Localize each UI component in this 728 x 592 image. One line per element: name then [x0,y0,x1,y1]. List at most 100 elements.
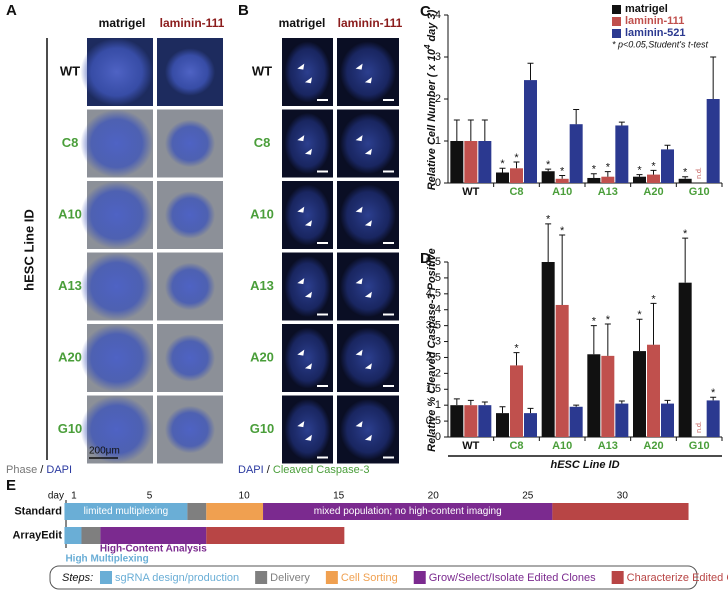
significance: * [592,316,597,328]
bar [464,141,478,183]
micrograph [157,252,223,321]
error-bar [682,176,689,179]
legend-swatch [100,571,112,584]
micrograph [80,181,153,249]
x-tick-label: C8 [509,440,523,452]
timeline-segment [206,527,345,544]
micrograph [282,324,333,392]
scale-bar-label: 200μm [89,446,120,457]
micrograph [337,38,399,106]
x-tick-label: A10 [552,186,572,198]
arrowhead [364,363,372,370]
arrowhead [364,148,372,155]
error-bar [590,173,597,178]
legend-swatch [612,5,621,14]
image-blob [340,327,396,389]
arrowhead [364,220,372,227]
footer-part: / [40,464,44,476]
bar [661,403,674,437]
y-axis-label-text: Relative Cell Number ( x 10 [426,48,438,190]
legend-label: Grow/Select/Isolate Edited Clones [429,572,596,584]
error-bar [527,62,534,81]
bar [510,168,523,183]
bar [555,304,569,437]
x-tick-label: A20 [643,440,663,452]
y-tick-label: 4 [435,304,441,316]
arrowhead [304,148,312,155]
legend-label: laminin-521 [625,27,686,39]
x-tick-label: 5 [147,491,153,502]
row-label: C8 [254,135,271,150]
significance: * [546,159,551,171]
legend-swatch [612,17,621,26]
arrowhead [304,77,312,84]
timeline-segment [100,527,207,544]
row-label: G10 [250,421,275,436]
bar [647,344,660,437]
image-blob [284,184,331,246]
legend-title: Steps: [62,572,93,584]
panel-label: D [420,250,431,267]
bar [555,178,569,183]
segment-label: mixed population; no high-content imagin… [314,506,502,517]
significance: * [637,309,642,321]
y-axis-label: Relative % Cleaved Caspase-3 Positive [426,248,438,452]
error-bar [636,318,643,352]
micrograph [282,181,333,249]
legend-box [49,565,698,590]
y-tick-label: 2 [435,93,441,105]
image-blob [284,398,331,461]
not-determined: n.d. [696,167,703,179]
y-axis-label: Relative Cell Number ( x 104 day 3) [423,9,438,190]
x-tick-label: 10 [239,491,251,502]
error-bar [499,167,506,173]
y-tick-label: 2.5 [426,351,441,363]
significance: * [560,225,565,237]
error-bar [513,352,520,366]
micrograph [80,324,153,392]
timeline-segment [206,503,264,520]
image-blob [340,41,396,103]
bar [601,176,615,183]
panel-label: A [6,2,17,19]
panel-label: B [238,2,249,19]
significance: * [592,164,597,176]
y-axis-label-sup: 4 [423,44,432,50]
image-blob [284,112,331,175]
row-label: G10 [58,421,83,436]
micrograph [80,395,153,464]
error-bar [481,401,488,406]
bar [569,406,583,437]
significance: * [546,214,551,226]
y-tick-label: 1 [435,399,441,411]
footer-part: / [267,464,271,476]
significance: * [651,293,656,305]
arrowhead [355,63,363,70]
legend-swatch [255,571,268,584]
x-tick-label: WT [462,440,479,452]
column-header: laminin-111 [338,16,403,30]
bar [587,177,601,183]
image-blob [340,184,396,246]
image-blob [164,191,216,239]
arrowhead [304,291,312,298]
error-bar [590,325,597,355]
legend-label: Characterize Edited Cells [627,572,728,584]
micrograph [80,252,153,321]
micrograph [337,252,399,321]
error-bar [499,406,506,414]
bar [615,125,629,183]
bar [706,400,720,437]
column-header: matrigel [279,16,326,30]
bar [478,405,492,437]
error-bar [545,168,552,172]
legend-label: laminin-111 [625,15,684,27]
image-blob [340,398,396,461]
image-blob [164,334,216,382]
error-bar [710,396,717,401]
error-bar [650,169,657,175]
y-tick-label: 5.5 [426,256,441,268]
significance: * [514,343,519,355]
error-bar [664,144,671,150]
axis-label: hESC Line ID [21,209,36,291]
